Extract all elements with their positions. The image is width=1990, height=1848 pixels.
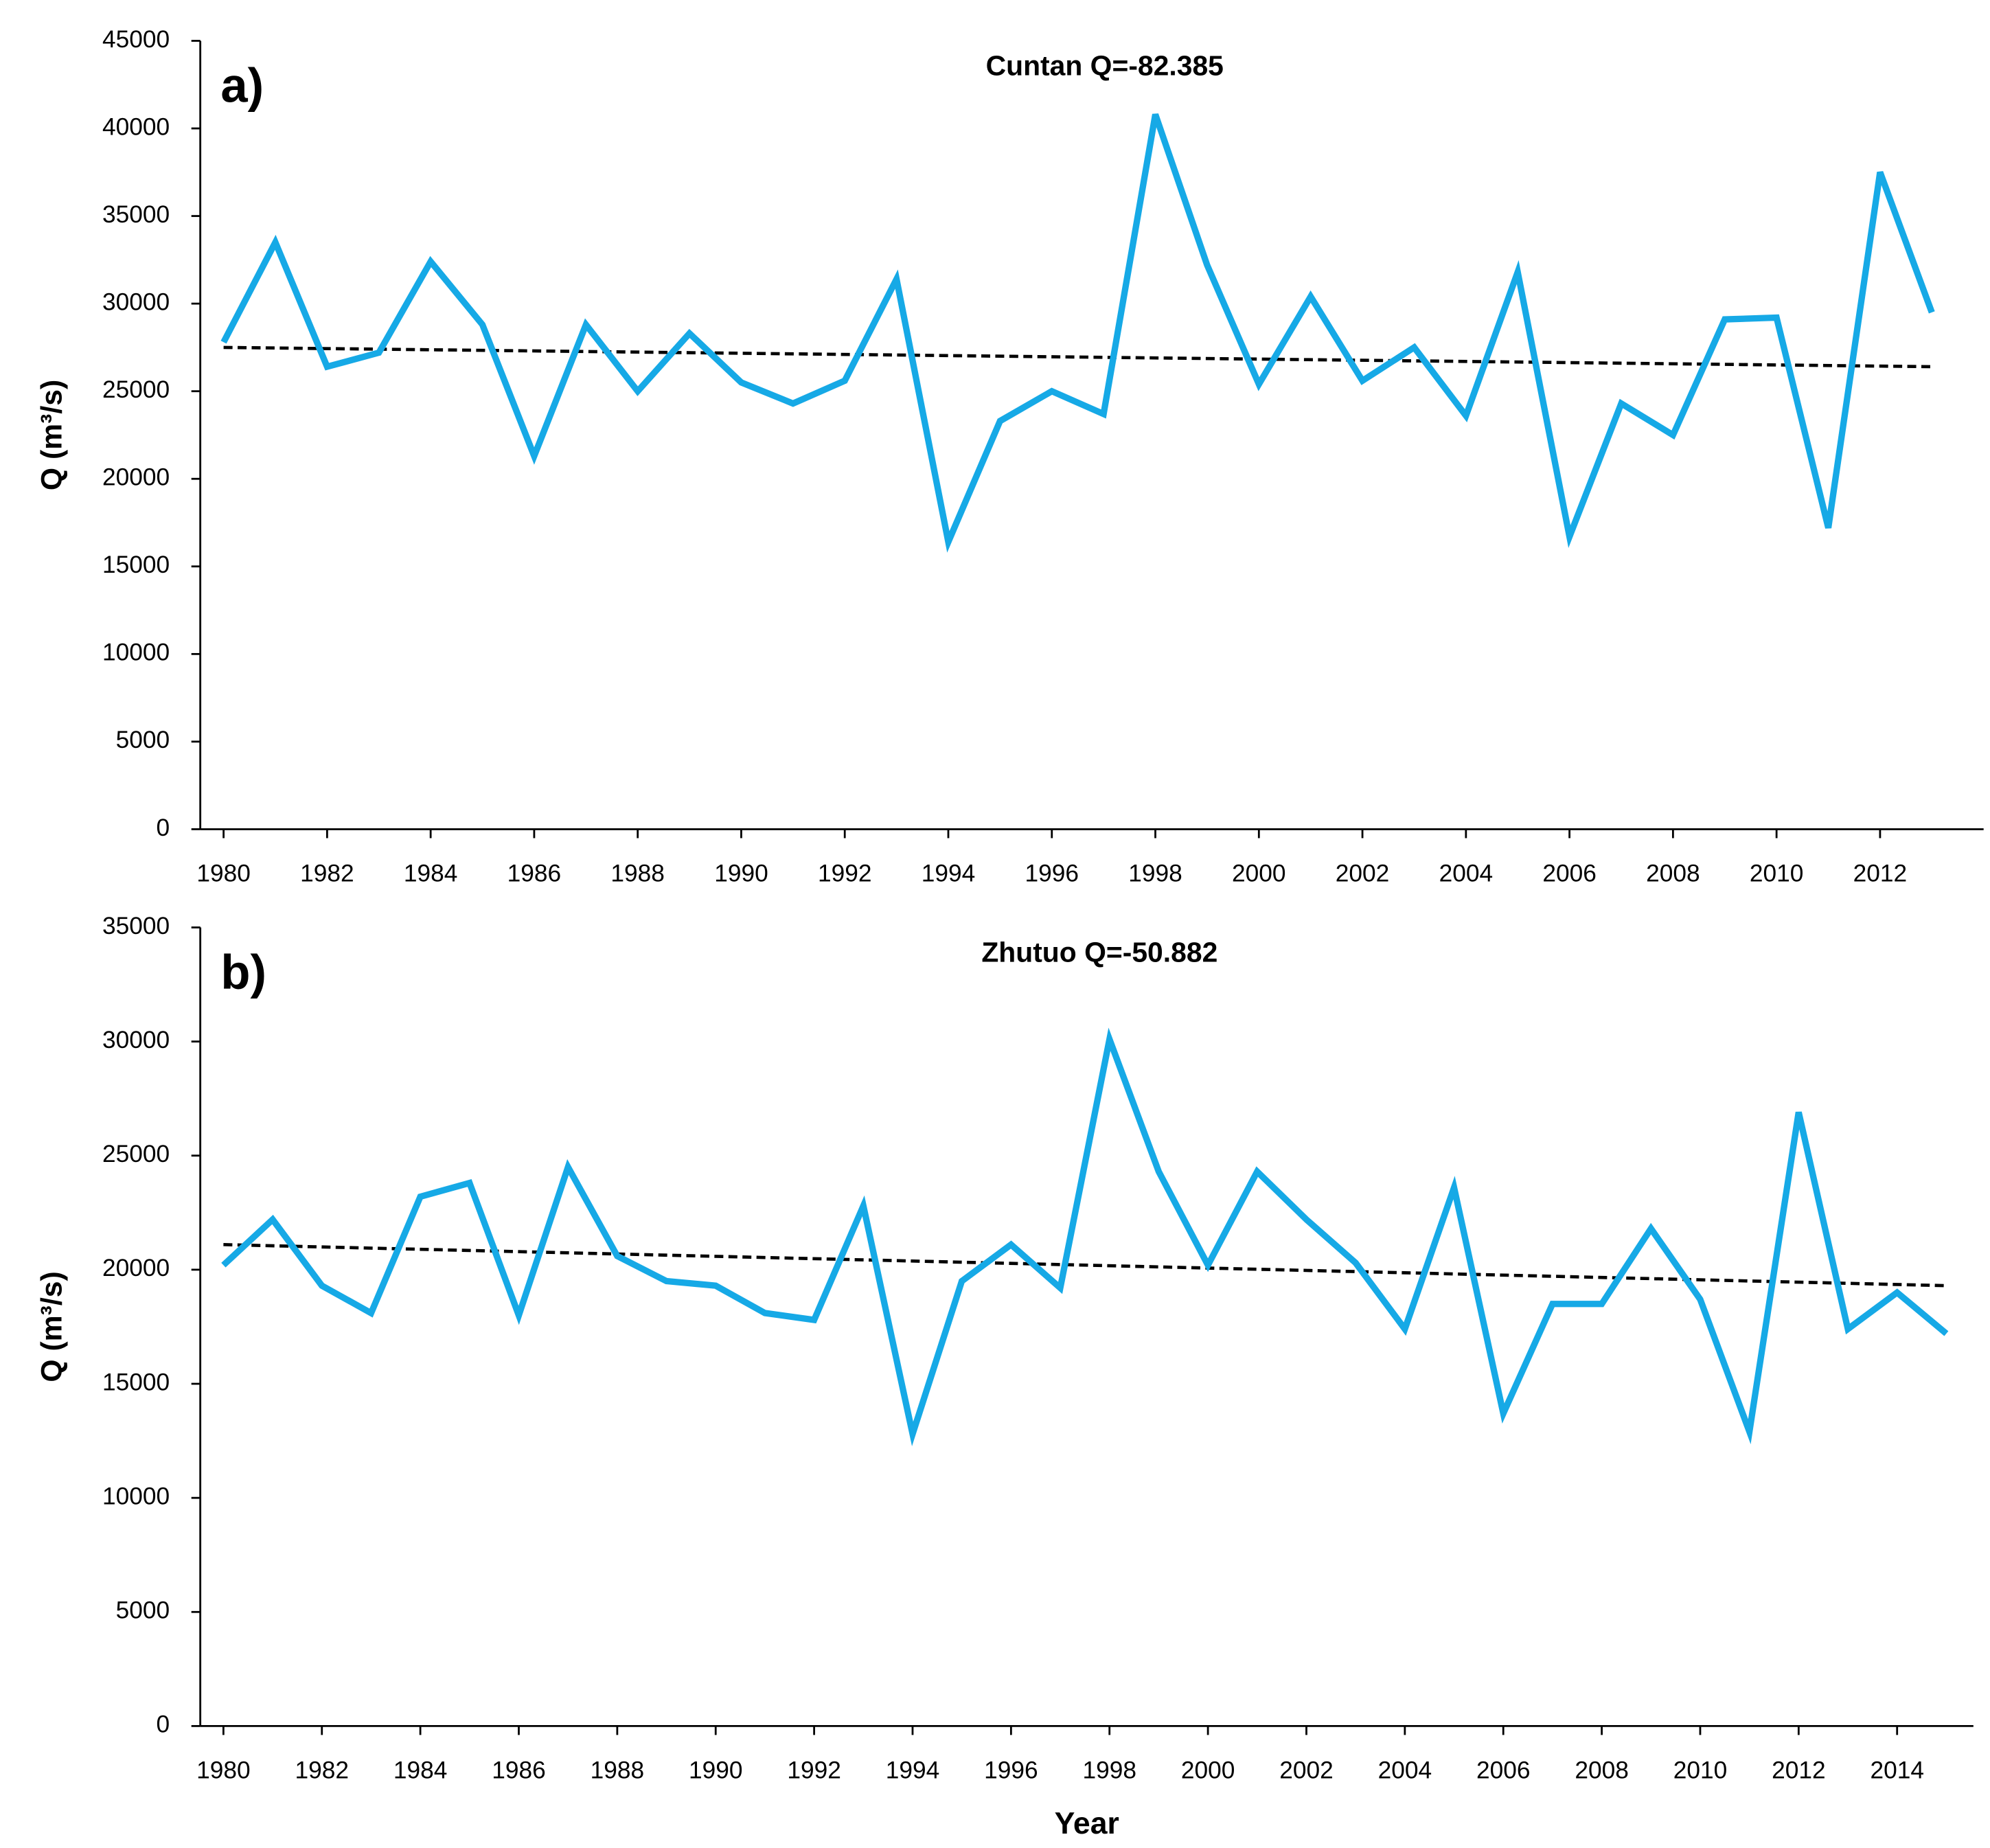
y-tick-label: 20000 [102,464,170,491]
x-tick-label: 1998 [1128,860,1182,887]
x-tick-label: 1988 [610,860,664,887]
x-tick-label: 2000 [1232,860,1286,887]
x-tick-label: 1980 [196,1757,251,1784]
y-tick-label: 25000 [102,376,170,403]
x-tick-label: 1998 [1082,1757,1136,1784]
x-tick-label: 2004 [1378,1757,1432,1784]
x-tick-label: 2008 [1575,1757,1629,1784]
x-tick-label: 1992 [787,1757,841,1784]
x-tick-label: 2006 [1542,860,1597,887]
x-tick-label: 1980 [196,860,251,887]
x-tick-label: 2006 [1476,1757,1531,1784]
trend-line [223,345,1932,369]
x-tick-label: 2010 [1750,860,1804,887]
y-tick-label: 45000 [102,26,170,53]
y-tick-label: 20000 [102,1255,170,1281]
y-tick-label: 10000 [102,639,170,666]
data-line [221,1027,1949,1447]
y-tick-label: 0 [156,1711,170,1738]
y-tick-label: 30000 [102,1027,170,1053]
x-tick-label: 1984 [393,1757,448,1784]
x-tick-label: 1982 [295,1757,349,1784]
y-axis-title: Q (m³/s) [35,380,68,490]
x-tick-label: 1996 [1025,860,1079,887]
x-tick-label: 1990 [714,860,768,887]
y-tick-label: 15000 [102,1369,170,1395]
trend-line [223,1243,1947,1288]
y-tick-label: 0 [156,814,170,841]
y-tick-label: 35000 [102,913,170,939]
x-tick-label: 2008 [1646,860,1700,887]
y-tick-label: 40000 [102,113,170,140]
x-tick-label: 1994 [922,860,976,887]
y-tick-label: 15000 [102,551,170,578]
y-axis-title: Q (m³/s) [35,1271,68,1382]
y-tick-label: 5000 [116,727,170,753]
panel-label: b) [220,945,266,999]
x-tick-label: 1986 [492,1757,546,1784]
x-tick-label: 2010 [1673,1757,1728,1784]
x-tick-label: 2000 [1181,1757,1235,1784]
x-tick-label: 1990 [689,1757,743,1784]
x-tick-label: 1992 [818,860,872,887]
x-tick-label: 2012 [1772,1757,1826,1784]
x-tick-label: 1984 [404,860,458,887]
x-tick-label: 1996 [984,1757,1038,1784]
y-tick-label: 25000 [102,1141,170,1167]
x-tick-label: 2004 [1439,860,1494,887]
x-tick-label: 1988 [591,1757,645,1784]
x-tick-label: 1986 [507,860,562,887]
panel-label: a) [220,58,264,113]
x-tick-label: 2012 [1853,860,1908,887]
chart-title: Zhutuo Q=-50.882 [981,936,1217,968]
data-line [220,113,1935,553]
y-tick-label: 10000 [102,1483,170,1509]
x-axis-title: Year [1055,1807,1119,1840]
y-tick-label: 5000 [116,1597,170,1624]
x-tick-label: 1994 [886,1757,940,1784]
chart-title: Cuntan Q=-82.385 [986,49,1224,81]
y-tick-label: 30000 [102,288,170,315]
x-tick-label: 2002 [1279,1757,1333,1784]
y-tick-label: 35000 [102,201,170,228]
x-tick-label: 2014 [1870,1757,1924,1784]
x-tick-label: 1982 [300,860,354,887]
x-tick-label: 2002 [1336,860,1390,887]
